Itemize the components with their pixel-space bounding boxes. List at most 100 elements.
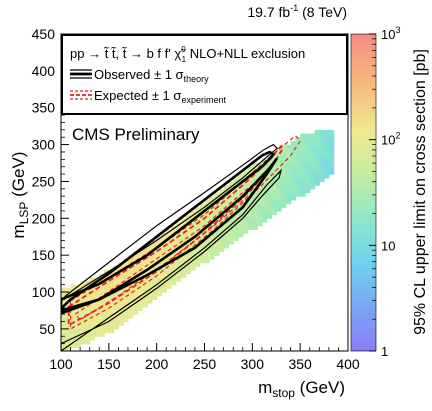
heatmap-cell (328, 163, 335, 168)
heatmap-cell (276, 196, 282, 201)
y-tick-label: 350 (32, 100, 56, 116)
heatmap-cell (204, 233, 210, 238)
heatmap-cell (113, 292, 119, 297)
heatmap-cell (285, 192, 292, 197)
heatmap-cell (194, 225, 201, 230)
heatmap-cell (99, 288, 105, 293)
heatmap-cell (242, 181, 249, 186)
heatmap-cell (281, 174, 287, 179)
heatmap-cell (104, 328, 110, 334)
heatmap-cell (242, 214, 249, 219)
heatmap-cell (199, 236, 206, 242)
heatmap-cell (252, 166, 258, 171)
heatmap-cell (223, 229, 230, 234)
heatmap-cell (223, 240, 230, 245)
heatmap-cell (228, 207, 234, 212)
heatmap-cell (75, 321, 81, 326)
heatmap-cell (309, 140, 316, 146)
heatmap-cell (242, 221, 249, 227)
heatmap-cell (180, 255, 186, 260)
heatmap-cell (309, 148, 316, 153)
heatmap-cell (137, 269, 143, 275)
heatmap-cell (142, 277, 148, 282)
heatmap-cell (99, 328, 105, 334)
heatmap-cell (257, 210, 263, 216)
heatmap-cell (276, 188, 282, 194)
heatmap-cell (319, 170, 325, 175)
heatmap-cell (104, 310, 110, 315)
heatmap-cell (180, 233, 186, 238)
heatmap-cell (127, 269, 134, 275)
heatmap-cell (261, 196, 268, 201)
heatmap-cell (228, 233, 234, 238)
heatmap-cell (99, 317, 105, 323)
heatmap-cell (314, 129, 320, 135)
heatmap-cell (214, 244, 220, 249)
heatmap-cell (118, 303, 124, 308)
heatmap-cell (194, 229, 201, 234)
heatmap-cell (281, 203, 287, 208)
heatmap-cell (290, 170, 296, 175)
heatmap-cell (137, 255, 143, 260)
heatmap-cell (171, 236, 177, 242)
heatmap-cell (237, 225, 244, 230)
heatmap-cell (94, 310, 100, 315)
heatmap-cell (190, 214, 196, 219)
heatmap-cell (304, 148, 311, 153)
heatmap-cell (247, 214, 253, 219)
heatmap-cell (319, 151, 325, 157)
heatmap-cell (204, 221, 210, 227)
heatmap-cell (285, 170, 292, 175)
heatmap-cell (194, 218, 201, 223)
heatmap-cell (209, 218, 215, 223)
heatmap-cell (80, 325, 86, 330)
heatmap-cell (209, 207, 215, 212)
y-tick-label: 300 (32, 137, 56, 153)
heatmap-cell (99, 292, 105, 297)
heatmap-cell (113, 321, 119, 326)
heatmap-cell (300, 155, 306, 160)
heatmap-cell (247, 218, 253, 223)
heatmap-cell (261, 181, 268, 186)
heatmap-cell (61, 343, 67, 348)
heatmap-cell (223, 236, 230, 242)
heatmap-cell (185, 255, 191, 260)
heatmap-cell (99, 314, 105, 319)
heatmap-cell (247, 166, 253, 171)
heatmap-cell (223, 185, 230, 190)
heatmap-cell (285, 155, 292, 160)
heatmap-cell (257, 199, 263, 205)
heatmap-cell (61, 332, 67, 337)
heatmap-cell (233, 214, 239, 219)
heatmap-cell (309, 181, 316, 186)
heatmap-cell (204, 210, 210, 216)
heatmap-cell (209, 236, 215, 242)
heatmap-cell (166, 280, 172, 286)
heatmap-cell (218, 188, 225, 194)
heatmap-cell (319, 177, 325, 183)
heatmap-cell (94, 328, 100, 334)
heatmap-cell (137, 251, 143, 256)
heatmap-cell (252, 196, 258, 201)
heatmap-cell (285, 177, 292, 183)
heatmap-cell (285, 144, 292, 149)
heatmap-cell (147, 299, 153, 304)
heatmap-cell (271, 174, 277, 179)
heatmap-cell (89, 332, 96, 337)
heatmap-cell (209, 225, 215, 230)
heatmap-cell (80, 332, 86, 337)
x-tick-label: 100 (49, 356, 73, 372)
heatmap-cell (285, 166, 292, 171)
heatmap-cell (190, 251, 196, 256)
observed-contour (61, 150, 278, 314)
heatmap-cell (108, 321, 115, 326)
heatmap-cell (209, 210, 215, 216)
heatmap-cell (304, 159, 311, 164)
heatmap-cell (276, 151, 282, 157)
heatmap-cell (171, 225, 177, 230)
heatmap-cell (266, 170, 273, 175)
heatmap-cell (218, 233, 225, 238)
heatmap-cell (209, 196, 215, 201)
heatmap-cell (252, 207, 258, 212)
heatmap-cell (252, 225, 258, 230)
